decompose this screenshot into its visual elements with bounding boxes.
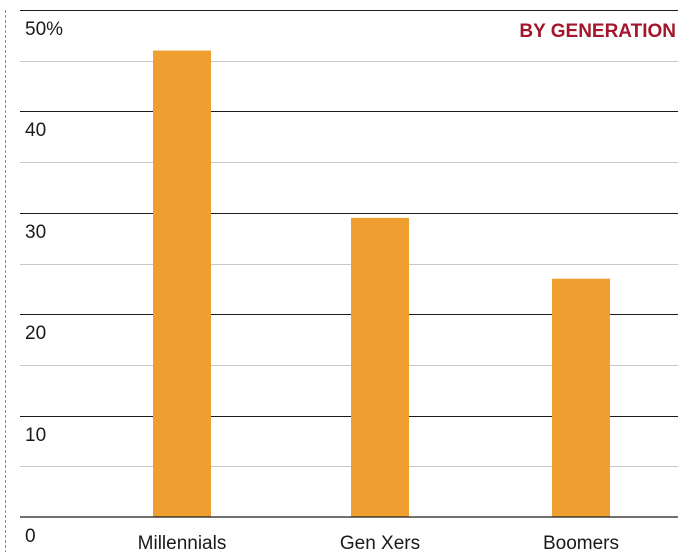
y-tick-label: 30 [25, 222, 46, 243]
x-category-label: Gen Xers [340, 533, 420, 552]
gridlines [20, 10, 678, 467]
bar-millennials [153, 50, 211, 518]
y-axis-ticks: 0 10 20 30 40 50% [25, 19, 63, 547]
y-tick-label: 10 [25, 425, 46, 446]
bars [153, 50, 610, 518]
x-category-label: Millennials [138, 533, 227, 552]
x-axis-categories: Millennials Gen Xers Boomers [138, 533, 619, 552]
chart-title: BY GENERATION [519, 21, 676, 42]
y-tick-label: 20 [25, 323, 46, 344]
y-tick-label: 40 [25, 120, 46, 141]
bar-gen-xers [351, 217, 409, 517]
y-tick-label: 50% [25, 19, 63, 40]
y-tick-label: 0 [25, 526, 36, 547]
bar-boomers [552, 278, 610, 517]
x-category-label: Boomers [543, 533, 619, 552]
